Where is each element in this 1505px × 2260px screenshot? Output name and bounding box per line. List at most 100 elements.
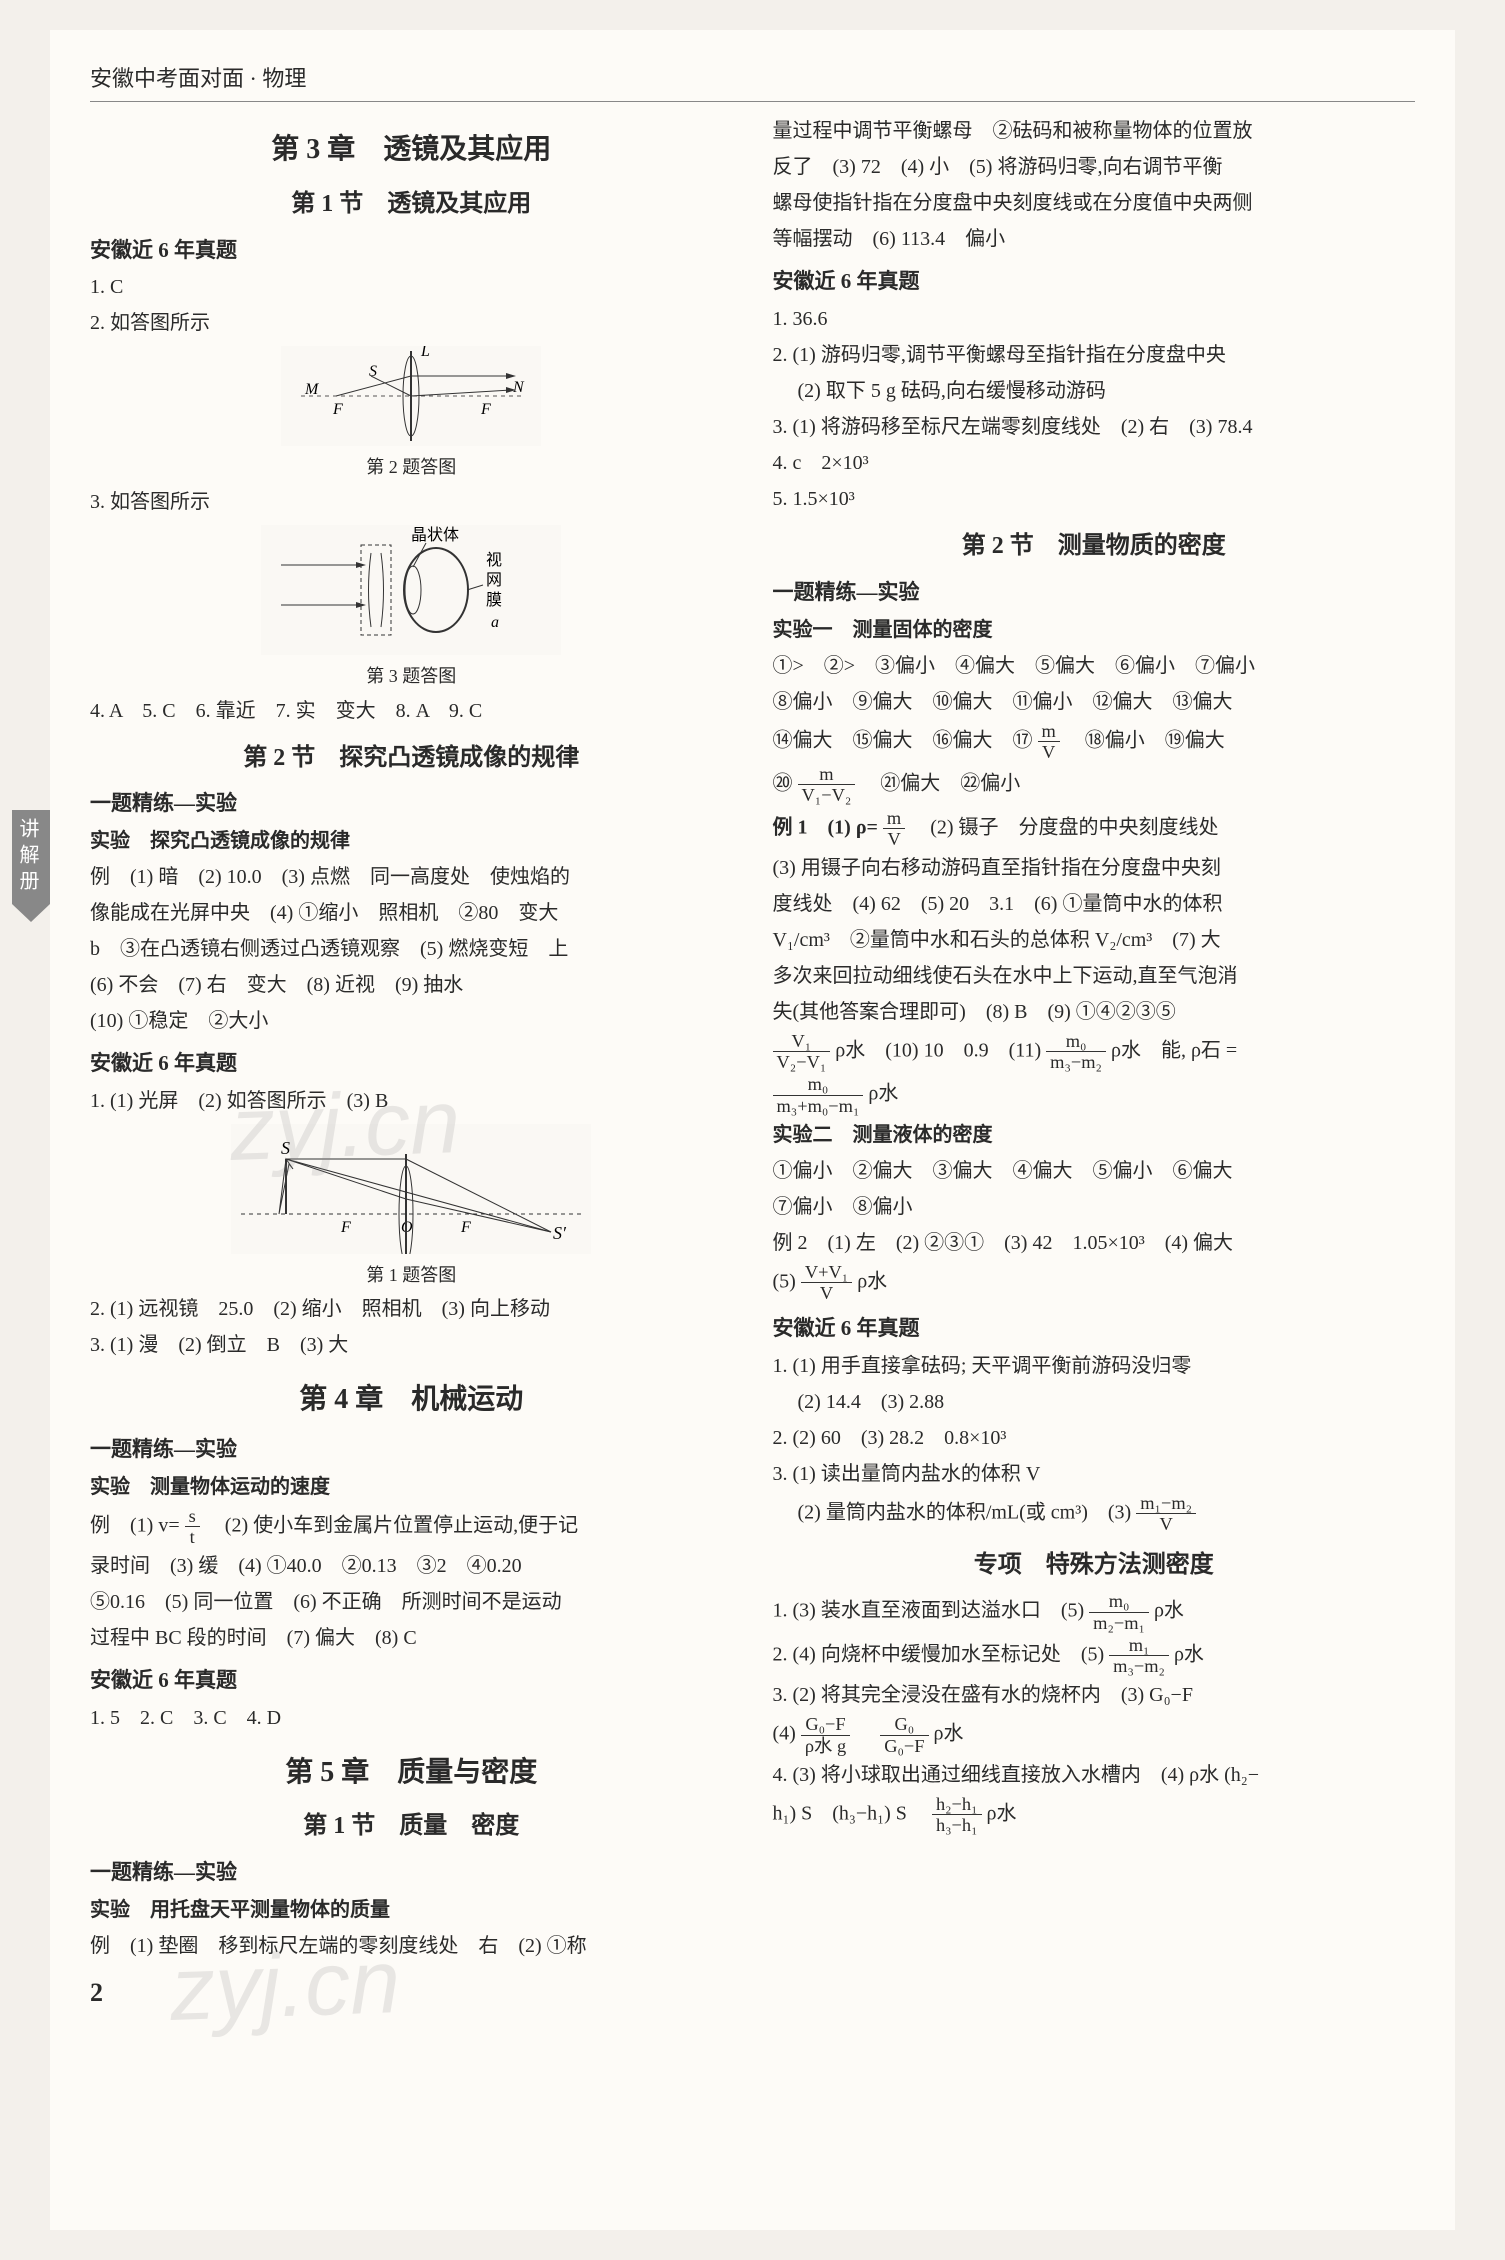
answer-line: 2. (4) 向烧杯中缓慢加水至标记处 (5) m₁m₃−m₂ ρ水 (773, 1635, 1416, 1676)
figure-lens-diagram: M F F N S L (281, 346, 541, 446)
svg-text:a: a (491, 614, 499, 631)
anhui-heading: 安徽近 6 年真题 (90, 1046, 733, 1082)
fraction: st (185, 1506, 200, 1547)
fraction-den: m₂−m₁ (1089, 1613, 1149, 1633)
svg-text:F: F (480, 401, 491, 418)
text-part: 例 1 (1) ρ= (773, 816, 878, 838)
text-part: ρ水 (857, 1270, 887, 1292)
answer-line: 4. c 2×10³ (773, 446, 1416, 480)
text-part: ρ水 (868, 1083, 898, 1105)
answer-line: (6) 不会 (7) 右 变大 (8) 近视 (9) 抽水 (90, 968, 733, 1002)
fraction-num: V₁ (773, 1031, 831, 1052)
yiti-heading: 一题精练—实验 (90, 1432, 733, 1468)
answer-line: 例 (1) 垫圈 移到标尺左端的零刻度线处 右 (2) ①称 (90, 1929, 733, 1963)
answer-line: (10) ①稳定 ②大小 (90, 1004, 733, 1038)
fraction-num: G₀ (880, 1714, 928, 1735)
fraction: m₀m₃−m₂ (1046, 1031, 1106, 1072)
figure-ray-diagram: S F O F S′ (231, 1124, 591, 1254)
answer-line: 例 (1) v= st (2) 使小车到金属片位置停止运动,便于记 (90, 1506, 733, 1547)
fraction-den: m₃+m₀−m₁ (773, 1096, 864, 1116)
page: 讲解册 zyj.cn zyj.cn 安徽中考面对面 · 物理 第 3 章 透镜及… (50, 30, 1455, 2230)
fraction: mV₁−V₂ (798, 764, 856, 805)
section1-title: 第 1 节 透镜及其应用 (90, 184, 733, 225)
answer-line: 2. (1) 游码归零,调节平衡螺母至指针指在分度盘中央 (773, 338, 1416, 372)
fraction: G₀−Fρ水 g (801, 1714, 850, 1755)
fraction: V₁V₂−V₁ (773, 1031, 831, 1072)
svg-text:F: F (460, 1219, 471, 1236)
experiment-title: 实验 用托盘天平测量物体的质量 (90, 1893, 733, 1927)
svg-text:膜: 膜 (486, 591, 502, 609)
answer-line: 螺母使指针指在分度盘中央刻度线或在分度值中央两侧 (773, 186, 1416, 220)
svg-text:S′: S′ (553, 1223, 567, 1243)
answer-line: 4. A 5. C 6. 靠近 7. 实 变大 8. A 9. C (90, 694, 733, 728)
text-part: ㉑偏大 ㉒偏小 (860, 772, 1020, 794)
fraction: G₀G₀−F (880, 1714, 928, 1755)
text-part: ρ水 (934, 1723, 964, 1745)
experiment-title: 实验 测量物体运动的速度 (90, 1470, 733, 1504)
answer-line: (4) G₀−Fρ水 g G₀G₀−F ρ水 (773, 1714, 1416, 1755)
fraction-num: m₁−m₂ (1136, 1493, 1196, 1514)
fraction: m₁m₃−m₂ (1109, 1635, 1169, 1676)
fraction-num: G₀−F (801, 1714, 850, 1735)
answer-line: 多次来回拉动细线使石头在水中上下运动,直至气泡消 (773, 959, 1416, 993)
answer-line: h₁) S (h₃−h₁) S h₂−h₁h₃−h₁ ρ水 (773, 1794, 1416, 1835)
left-column: 第 3 章 透镜及其应用 第 1 节 透镜及其应用 安徽近 6 年真题 1. C… (90, 112, 733, 1965)
fraction-den: ρ水 g (801, 1736, 850, 1756)
answer-line: m₀m₃+m₀−m₁ ρ水 (773, 1074, 1416, 1115)
answer-line: 例 (1) 暗 (2) 10.0 (3) 点燃 同一高度处 使烛焰的 (90, 860, 733, 894)
chapter3-title: 第 3 章 透镜及其应用 (90, 126, 733, 174)
fraction: m₀m₂−m₁ (1089, 1591, 1149, 1632)
fraction-num: h₂−h₁ (932, 1794, 982, 1815)
fraction: mV (1038, 721, 1060, 762)
fraction-num: m (883, 808, 905, 829)
figure-eye-diagram: 晶状体 视 网 膜 a (261, 525, 561, 655)
answer-line: 5. 1.5×10³ (773, 482, 1416, 516)
answer-line: V₁V₂−V₁ ρ水 (10) 10 0.9 (11) m₀m₃−m₂ ρ水 能… (773, 1031, 1416, 1072)
fraction-num: V+V₁ (801, 1262, 852, 1283)
answer-line: (3) 用镊子向右移动游码直至指针指在分度盘中央刻 (773, 851, 1416, 885)
svg-text:晶状体: 晶状体 (411, 526, 459, 544)
fraction: h₂−h₁h₃−h₁ (932, 1794, 982, 1835)
answer-line: 录时间 (3) 缓 (4) ①40.0 ②0.13 ③2 ④0.20 (90, 1549, 733, 1583)
answer-line: (5) V+V₁V ρ水 (773, 1262, 1416, 1303)
answer-line: 1. (1) 用手直接拿砝码; 天平调平衡前游码没归零 (773, 1349, 1416, 1383)
figure-caption: 第 2 题答图 (90, 452, 733, 483)
section-title: 第 2 节 测量物质的密度 (773, 526, 1416, 567)
text-part: ρ水 (987, 1802, 1017, 1824)
text-part: (5) (773, 1270, 801, 1292)
answer-line: 1. (1) 光屏 (2) 如答图所示 (3) B (90, 1084, 733, 1118)
answer-line: 度线处 (4) 62 (5) 20 3.1 (6) ①量筒中水的体积 (773, 887, 1416, 921)
answer-line: 3. (1) 将游码移至标尺左端零刻度线处 (2) 右 (3) 78.4 (773, 410, 1416, 444)
answer-line: ①> ②> ③偏小 ④偏大 ⑤偏大 ⑥偏小 ⑦偏小 (773, 649, 1416, 683)
fraction: mV (883, 808, 905, 849)
answer-line: ⑳ mV₁−V₂ ㉑偏大 ㉒偏小 (773, 764, 1416, 805)
page-header: 安徽中考面对面 · 物理 (90, 60, 1415, 102)
text-part: ⑱偏小 ⑲偏大 (1065, 729, 1225, 751)
text-part: h₁) S (h₃−h₁) S (773, 1802, 927, 1824)
anhui-heading: 安徽近 6 年真题 (90, 1663, 733, 1699)
experiment-title: 实验一 测量固体的密度 (773, 613, 1416, 647)
fraction-den: V (883, 829, 905, 849)
yiti-heading: 一题精练—实验 (90, 1855, 733, 1891)
fraction-den: m₃−m₂ (1046, 1052, 1106, 1072)
fraction-den: h₃−h₁ (932, 1815, 982, 1835)
answer-line: 1. (3) 装水直至液面到达溢水口 (5) m₀m₂−m₁ ρ水 (773, 1591, 1416, 1632)
yiti-heading: 一题精练—实验 (90, 786, 733, 822)
svg-text:F: F (340, 1219, 351, 1236)
answer-line: (2) 取下 5 g 砝码,向右缓慢移动游码 (773, 374, 1416, 408)
text-part (855, 1723, 875, 1745)
svg-text:网: 网 (486, 572, 502, 589)
answer-line: ⑤0.16 (5) 同一位置 (6) 不正确 所测时间不是运动 (90, 1585, 733, 1619)
section2-title: 第 2 节 探究凸透镜成像的规律 (90, 738, 733, 779)
answer-line: 量过程中调节平衡螺母 ②砝码和被称量物体的位置放 (773, 114, 1416, 148)
fraction: V+V₁V (801, 1262, 852, 1303)
fraction-num: m₀ (1046, 1031, 1106, 1052)
text-part: (4) (773, 1723, 801, 1745)
text-part: (2) 量筒内盐水的体积/mL(或 cm³) (3) (773, 1501, 1137, 1523)
fraction-den: V₂−V₁ (773, 1052, 831, 1072)
fraction-den: V (1038, 742, 1060, 762)
text-part: ρ水 能, ρ石 = (1111, 1039, 1237, 1061)
answer-line: 2. (2) 60 (3) 28.2 0.8×10³ (773, 1421, 1416, 1455)
fraction: m₀m₃+m₀−m₁ (773, 1074, 864, 1115)
text-part: (2) 镊子 分度盘的中央刻度线处 (910, 816, 1218, 838)
